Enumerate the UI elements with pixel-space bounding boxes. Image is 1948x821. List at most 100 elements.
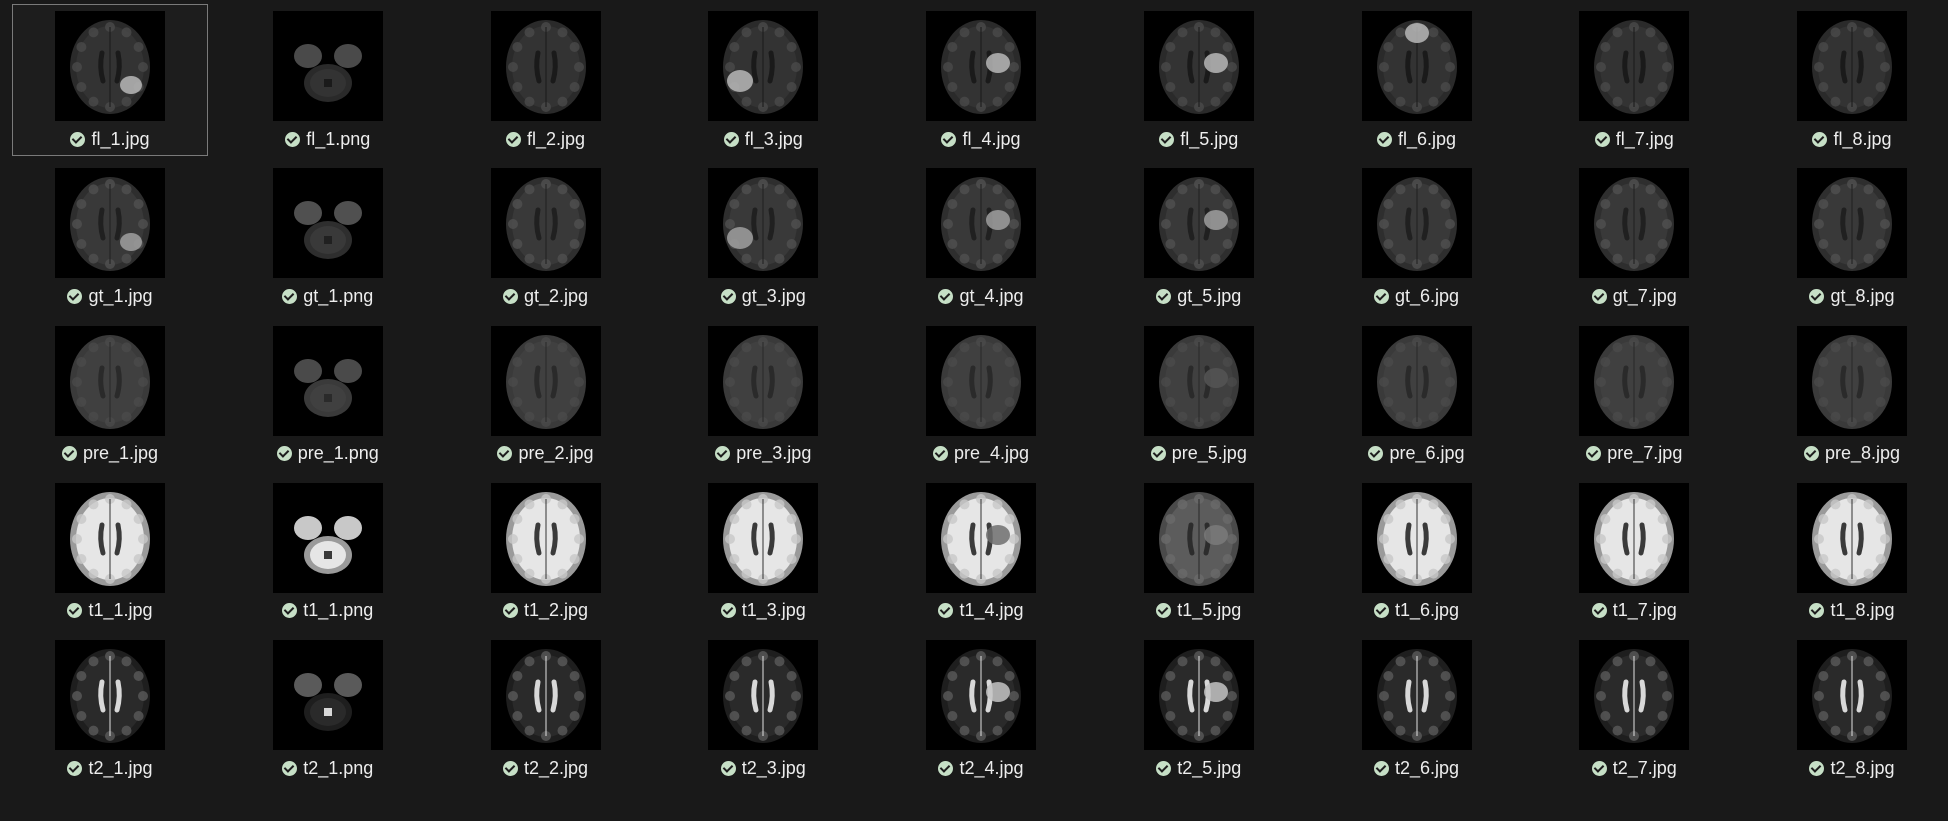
file-name-row[interactable]: t1_1.jpg xyxy=(13,599,207,623)
file-tile[interactable]: t2_2.jpg xyxy=(448,633,644,785)
file-name-row[interactable]: pre_5.jpg xyxy=(1102,442,1296,466)
image-thumbnail[interactable] xyxy=(926,640,1036,750)
file-name-row[interactable]: gt_2.jpg xyxy=(449,284,643,308)
file-tile[interactable]: t1_5.jpg xyxy=(1101,476,1297,628)
file-tile[interactable]: t2_7.jpg xyxy=(1536,633,1732,785)
image-thumbnail[interactable] xyxy=(490,11,601,121)
file-tile[interactable]: gt_4.jpg xyxy=(883,161,1079,313)
file-tile[interactable]: t2_4.jpg xyxy=(883,633,1079,785)
image-thumbnail[interactable] xyxy=(1579,11,1690,121)
file-tile[interactable]: t2_6.jpg xyxy=(1319,633,1515,785)
file-name-row[interactable]: pre_1.png xyxy=(231,442,425,466)
file-tile[interactable]: pre_1.jpg xyxy=(12,319,208,471)
file-name-row[interactable]: fl_4.jpg xyxy=(884,127,1078,151)
file-name-row[interactable]: gt_1.png xyxy=(231,284,425,308)
image-thumbnail[interactable] xyxy=(926,325,1036,436)
file-name-row[interactable]: gt_7.jpg xyxy=(1537,284,1731,308)
file-name-row[interactable]: fl_7.jpg xyxy=(1537,127,1731,151)
file-tile[interactable]: t1_3.jpg xyxy=(665,476,861,628)
file-tile[interactable]: t1_2.jpg xyxy=(448,476,644,628)
image-thumbnail[interactable] xyxy=(1143,640,1254,750)
file-name-row[interactable]: gt_1.jpg xyxy=(13,284,207,308)
image-thumbnail[interactable] xyxy=(926,11,1036,121)
file-name-row[interactable]: fl_3.jpg xyxy=(666,127,860,151)
image-thumbnail[interactable] xyxy=(272,168,383,279)
image-thumbnail[interactable] xyxy=(1361,11,1472,121)
image-thumbnail[interactable] xyxy=(708,11,819,121)
file-tile[interactable]: gt_2.jpg xyxy=(448,161,644,313)
file-name-row[interactable]: t2_5.jpg xyxy=(1102,756,1296,780)
image-thumbnail[interactable] xyxy=(1797,482,1907,593)
file-tile[interactable]: fl_7.jpg xyxy=(1536,4,1732,156)
file-tile[interactable]: t1_4.jpg xyxy=(883,476,1079,628)
file-name-row[interactable]: t1_5.jpg xyxy=(1102,599,1296,623)
file-name-row[interactable]: t1_7.jpg xyxy=(1537,599,1731,623)
file-name-row[interactable]: t1_4.jpg xyxy=(884,599,1078,623)
image-thumbnail[interactable] xyxy=(272,482,383,593)
file-name-row[interactable]: t1_8.jpg xyxy=(1755,599,1948,623)
file-tile[interactable]: t1_6.jpg xyxy=(1319,476,1515,628)
image-thumbnail[interactable] xyxy=(272,325,383,436)
file-tile[interactable]: fl_2.jpg xyxy=(448,4,644,156)
image-thumbnail[interactable] xyxy=(490,482,601,593)
image-thumbnail[interactable] xyxy=(708,325,819,436)
file-name-row[interactable]: fl_1.png xyxy=(231,127,425,151)
image-thumbnail[interactable] xyxy=(1361,640,1472,750)
image-thumbnail[interactable] xyxy=(272,11,383,121)
file-tile[interactable]: fl_1.png xyxy=(230,4,426,156)
image-thumbnail[interactable] xyxy=(272,640,383,750)
file-name-row[interactable]: gt_5.jpg xyxy=(1102,284,1296,308)
file-tile[interactable]: pre_5.jpg xyxy=(1101,319,1297,471)
image-thumbnail[interactable] xyxy=(1579,640,1690,750)
image-thumbnail[interactable] xyxy=(1797,640,1907,750)
image-thumbnail[interactable] xyxy=(1143,482,1254,593)
file-tile[interactable]: fl_8.jpg xyxy=(1754,4,1948,156)
file-name-row[interactable]: fl_1.jpg xyxy=(13,127,207,151)
file-name-row[interactable]: t2_1.png xyxy=(231,756,425,780)
image-thumbnail[interactable] xyxy=(490,640,601,750)
file-tile[interactable]: gt_5.jpg xyxy=(1101,161,1297,313)
image-thumbnail[interactable] xyxy=(1143,11,1254,121)
image-thumbnail[interactable] xyxy=(490,325,601,436)
file-tile[interactable]: pre_6.jpg xyxy=(1319,319,1515,471)
file-name-row[interactable]: fl_6.jpg xyxy=(1320,127,1514,151)
file-name-row[interactable]: gt_6.jpg xyxy=(1320,284,1514,308)
image-thumbnail[interactable] xyxy=(1579,168,1690,279)
file-tile[interactable]: gt_8.jpg xyxy=(1754,161,1948,313)
file-tile[interactable]: t2_1.png xyxy=(230,633,426,785)
file-tile[interactable]: gt_1.png xyxy=(230,161,426,313)
file-tile[interactable]: t2_1.jpg xyxy=(12,633,208,785)
file-tile[interactable]: fl_3.jpg xyxy=(665,4,861,156)
file-tile[interactable]: gt_7.jpg xyxy=(1536,161,1732,313)
file-tile[interactable]: pre_7.jpg xyxy=(1536,319,1732,471)
file-tile[interactable]: fl_4.jpg xyxy=(883,4,1079,156)
file-name-row[interactable]: t2_3.jpg xyxy=(666,756,860,780)
file-tile[interactable]: t1_7.jpg xyxy=(1536,476,1732,628)
file-tile[interactable]: t2_5.jpg xyxy=(1101,633,1297,785)
file-tile[interactable]: gt_1.jpg xyxy=(12,161,208,313)
file-name-row[interactable]: pre_3.jpg xyxy=(666,442,860,466)
file-tile[interactable]: pre_3.jpg xyxy=(665,319,861,471)
image-thumbnail[interactable] xyxy=(55,11,165,121)
image-thumbnail[interactable] xyxy=(55,168,165,279)
file-name-row[interactable]: gt_4.jpg xyxy=(884,284,1078,308)
image-thumbnail[interactable] xyxy=(55,640,165,750)
file-name-row[interactable]: t1_2.jpg xyxy=(449,599,643,623)
file-name-row[interactable]: fl_2.jpg xyxy=(449,127,643,151)
file-name-row[interactable]: t2_7.jpg xyxy=(1537,756,1731,780)
file-name-row[interactable]: pre_1.jpg xyxy=(13,442,207,466)
file-name-row[interactable]: pre_4.jpg xyxy=(884,442,1078,466)
file-name-row[interactable]: pre_7.jpg xyxy=(1537,442,1731,466)
file-name-row[interactable]: gt_8.jpg xyxy=(1755,284,1948,308)
file-tile[interactable]: t2_3.jpg xyxy=(665,633,861,785)
file-tile[interactable]: pre_8.jpg xyxy=(1754,319,1948,471)
image-thumbnail[interactable] xyxy=(926,168,1036,279)
file-tile[interactable]: pre_2.jpg xyxy=(448,319,644,471)
file-tile[interactable]: t1_1.png xyxy=(230,476,426,628)
file-name-row[interactable]: pre_8.jpg xyxy=(1755,442,1948,466)
file-tile[interactable]: t1_8.jpg xyxy=(1754,476,1948,628)
file-tile[interactable]: pre_1.png xyxy=(230,319,426,471)
file-name-row[interactable]: t1_1.png xyxy=(231,599,425,623)
image-thumbnail[interactable] xyxy=(55,482,165,593)
file-name-row[interactable]: fl_5.jpg xyxy=(1102,127,1296,151)
